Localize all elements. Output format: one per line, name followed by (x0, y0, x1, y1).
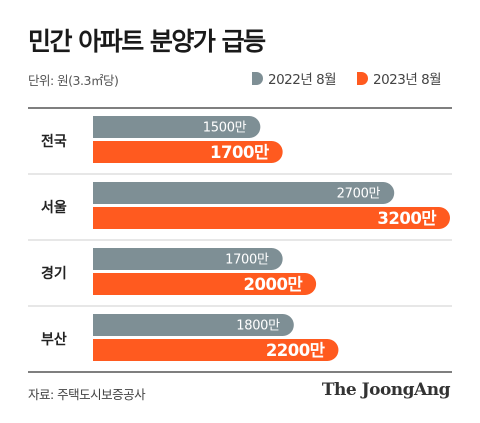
data-label-2023: 3200만 (377, 209, 436, 228)
bar-2022 (93, 314, 294, 336)
data-label-2022: 1500만 (203, 121, 247, 136)
data-label-2022: 2700만 (337, 187, 381, 202)
bar-2023 (93, 207, 450, 229)
category-label: 서울 (41, 199, 67, 216)
legend-swatch-2023 (357, 71, 368, 85)
legend-label-2023: 2023년 8월 (373, 72, 442, 88)
legend-swatch-2022 (252, 71, 263, 85)
bar-2022 (93, 182, 395, 204)
data-label-2023: 1700만 (210, 143, 269, 162)
data-label-2022: 1700만 (225, 253, 269, 268)
category-label: 경기 (41, 265, 67, 282)
data-label-2022: 1800만 (236, 319, 280, 334)
chart-title: 민간 아파트 분양가 급등 (28, 27, 266, 56)
source-note: 자료: 주택도시보증공사 (28, 387, 146, 402)
data-label-2023: 2200만 (266, 341, 325, 360)
bar-2022 (93, 116, 261, 138)
bar-2023 (93, 273, 317, 295)
legend-item-2023: 2023년 8월 (357, 68, 442, 88)
category-label: 전국 (41, 133, 67, 150)
bar-2022 (93, 248, 283, 270)
category-label: 부산 (41, 331, 67, 348)
data-label-2023: 2000만 (244, 275, 303, 294)
bar-2023 (93, 339, 339, 361)
legend-item-2022: 2022년 8월 (252, 68, 337, 88)
bar-2023 (93, 141, 283, 163)
legend-label-2022: 2022년 8월 (268, 72, 337, 88)
brand-logo: The JoongAng (321, 380, 451, 400)
unit-label: 단위: 원(3.3㎡당) (28, 73, 119, 88)
